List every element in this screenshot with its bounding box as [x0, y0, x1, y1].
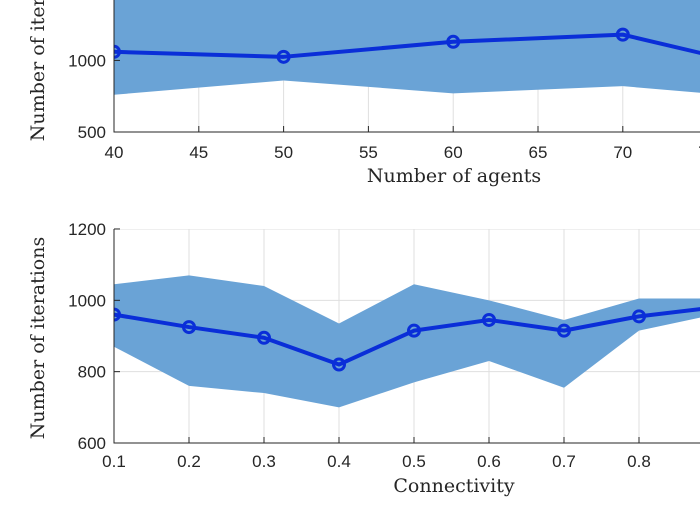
- y-axis-label: Number of iterations: [27, 0, 49, 141]
- x-tick-label: 0.4: [327, 452, 351, 471]
- data-point-marker: [332, 357, 346, 372]
- y-tick-label: 1000: [68, 51, 106, 70]
- x-tick-label: 70: [613, 143, 632, 162]
- y-tick-label: 600: [78, 434, 106, 453]
- x-tick-label: 0.3: [252, 452, 276, 471]
- x-tick-label: 0.2: [177, 452, 201, 471]
- x-tick-label: 75: [698, 143, 700, 162]
- y-tick-label: 1000: [68, 291, 106, 310]
- data-point-marker: [114, 307, 121, 322]
- x-axis-label: Number of agents: [367, 165, 541, 187]
- y-axis-label: Number of iterations: [27, 237, 49, 439]
- data-point-marker: [182, 320, 196, 335]
- data-point-marker: [257, 330, 271, 345]
- data-point-marker: [615, 27, 630, 42]
- top-chart-panel: 40 45 50 55 60 65 70 75 500 1000 Number of agents N…: [27, 0, 700, 187]
- data-point-marker: [276, 49, 291, 64]
- plot-area: [114, 0, 700, 132]
- x-tick-label: 50: [274, 143, 293, 162]
- x-tick-label: 0.6: [477, 452, 501, 471]
- data-point-marker: [114, 44, 121, 59]
- x-tick-label: 60: [444, 143, 463, 162]
- plot-area: [114, 229, 700, 443]
- x-tick-label: 40: [105, 143, 124, 162]
- x-tick-label: 0.8: [627, 452, 651, 471]
- y-tick-label: 500: [78, 123, 106, 142]
- data-point-marker: [482, 312, 496, 327]
- confidence-band: [114, 275, 700, 408]
- x-tick-label: 65: [529, 143, 548, 162]
- bottom-chart-panel: 0.10.20.30.40.50.60.70.80.96008001000120…: [27, 220, 700, 497]
- series-line: [114, 307, 700, 367]
- y-tick-label: 1200: [68, 220, 106, 239]
- y-tick-label: 800: [78, 363, 106, 382]
- x-tick-label: 0.5: [402, 452, 426, 471]
- data-point-marker: [407, 323, 421, 338]
- data-point-marker: [446, 34, 461, 49]
- series-line: [114, 32, 700, 59]
- data-point-marker: [557, 323, 571, 338]
- x-axis-label: Connectivity: [393, 475, 514, 497]
- x-tick-label: 0.7: [552, 452, 576, 471]
- x-tick-label: 55: [359, 143, 378, 162]
- x-tick-label: 45: [189, 143, 208, 162]
- data-point-marker: [632, 309, 646, 324]
- x-tick-label: 0.1: [102, 452, 126, 471]
